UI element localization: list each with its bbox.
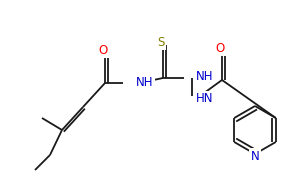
Text: O: O	[215, 42, 225, 54]
Text: NH: NH	[136, 77, 154, 90]
Text: O: O	[98, 43, 108, 57]
Text: HN: HN	[196, 92, 214, 105]
Text: S: S	[157, 36, 165, 49]
Text: N: N	[251, 149, 259, 163]
Text: NH: NH	[196, 70, 214, 83]
